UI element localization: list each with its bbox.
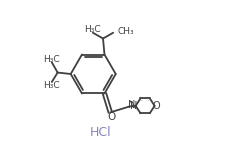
Text: O: O bbox=[106, 112, 115, 122]
Text: HCl: HCl bbox=[89, 126, 111, 139]
Text: H₃C: H₃C bbox=[43, 55, 59, 64]
Text: H₃C: H₃C bbox=[83, 25, 100, 34]
Text: N: N bbox=[129, 100, 137, 111]
Text: CH₃: CH₃ bbox=[117, 27, 134, 36]
Text: H₃C: H₃C bbox=[43, 81, 59, 90]
Text: O: O bbox=[152, 101, 160, 111]
Text: N: N bbox=[128, 100, 135, 110]
